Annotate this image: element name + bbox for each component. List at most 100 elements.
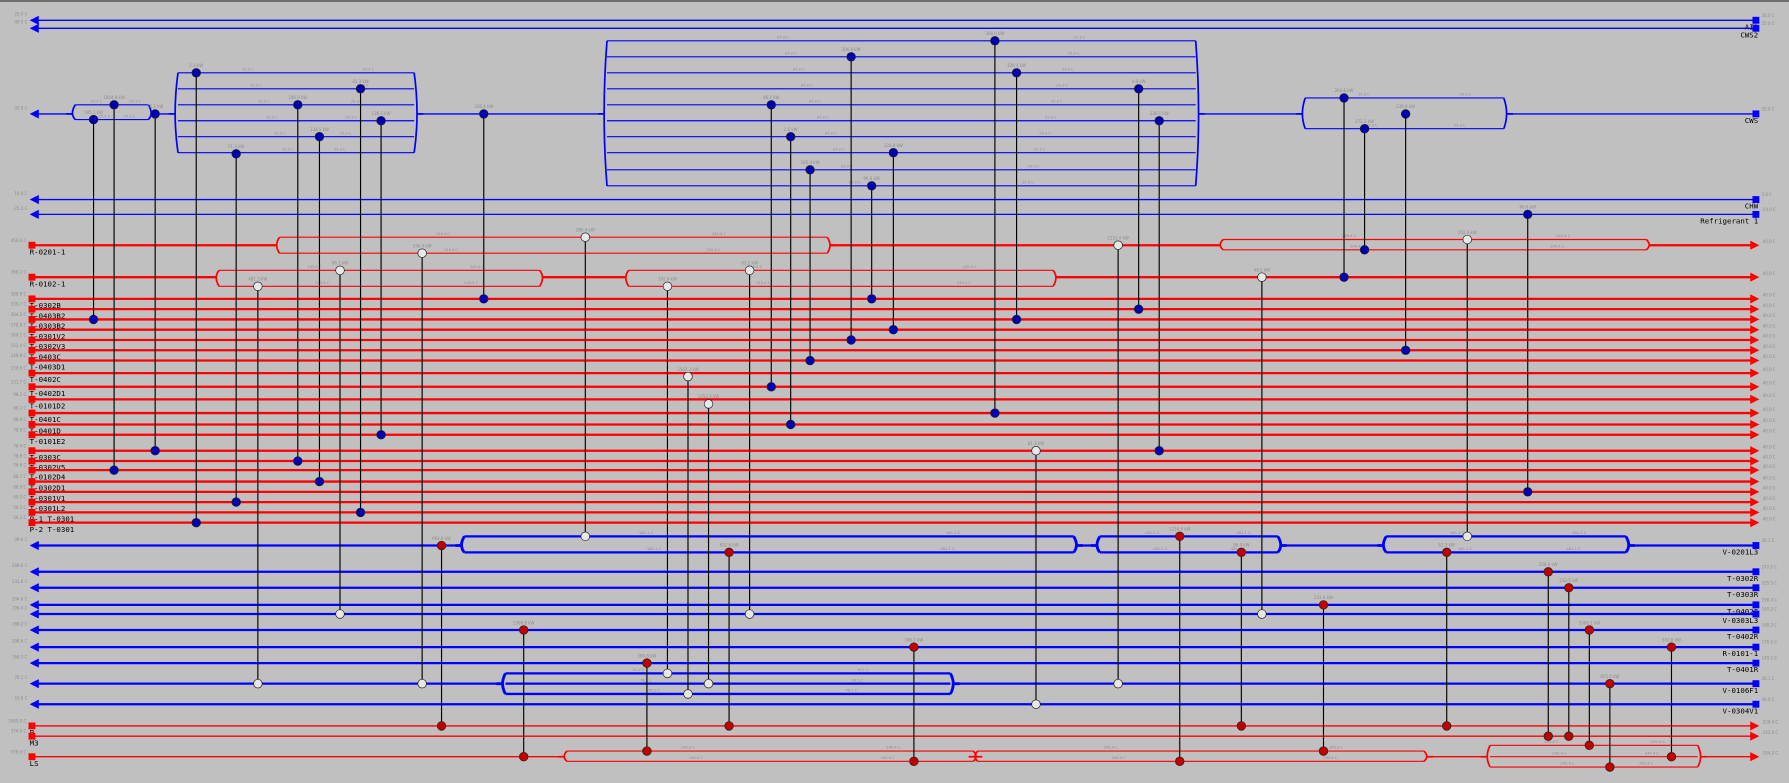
cooler-exchanger-node[interactable] (1523, 487, 1533, 497)
cooler-exchanger-node[interactable] (1523, 209, 1533, 220)
stream-start-square[interactable] (28, 305, 36, 313)
process-exchanger-node[interactable] (1462, 531, 1472, 542)
cooler-exchanger-node[interactable] (479, 294, 489, 304)
stream-start-square[interactable] (28, 478, 36, 485)
heater-exchanger-node[interactable] (642, 746, 652, 756)
cooler-exchanger-node[interactable] (1154, 446, 1164, 456)
process-exchanger-node[interactable] (662, 281, 673, 291)
stream-start-square[interactable] (28, 273, 36, 281)
heater-exchanger-node[interactable] (1564, 731, 1574, 741)
heater-exchanger-node[interactable] (1236, 547, 1247, 558)
process-exchanger-node[interactable] (1031, 699, 1041, 709)
stream-end-square[interactable] (1752, 700, 1760, 708)
stream-start-square[interactable] (28, 722, 36, 730)
stream-start-square[interactable] (28, 241, 36, 249)
process-exchanger-node[interactable] (253, 281, 263, 291)
cooler-exchanger-node[interactable] (109, 465, 119, 475)
process-exchanger-node[interactable] (580, 232, 590, 242)
stream-start-square[interactable] (28, 357, 36, 364)
cooler-exchanger-node[interactable] (1133, 84, 1144, 94)
cooler-exchanger-node[interactable] (867, 294, 877, 304)
cooler-exchanger-node[interactable] (1400, 109, 1411, 119)
stream-start-square[interactable] (28, 508, 36, 516)
heater-exchanger-node[interactable] (724, 547, 734, 558)
cooler-exchanger-node[interactable] (990, 36, 1000, 46)
cooler-exchanger-node[interactable] (888, 148, 899, 158)
cooler-exchanger-node[interactable] (846, 335, 856, 345)
stream-start-square[interactable] (28, 315, 36, 323)
process-exchanger-node[interactable] (1257, 609, 1267, 619)
heater-exchanger-node[interactable] (1442, 721, 1452, 731)
heater-exchanger-node[interactable] (724, 721, 734, 731)
process-exchanger-node[interactable] (417, 248, 427, 258)
stream-start-square[interactable] (28, 431, 36, 439)
cooler-exchanger-node[interactable] (785, 419, 796, 430)
stream-end-square[interactable] (1752, 643, 1760, 651)
cooler-exchanger-node[interactable] (191, 68, 201, 78)
cooler-exchanger-node[interactable] (191, 517, 201, 528)
cooler-exchanger-node[interactable] (785, 132, 796, 142)
heater-exchanger-node[interactable] (1666, 752, 1677, 762)
process-exchanger-node[interactable] (744, 609, 755, 619)
stream-end-square[interactable] (1752, 601, 1760, 609)
process-exchanger-node[interactable] (580, 531, 590, 542)
stream-end-square[interactable] (1752, 16, 1760, 24)
cooler-exchanger-node[interactable] (867, 181, 877, 191)
cooler-exchanger-node[interactable] (376, 116, 386, 126)
stream-start-square[interactable] (28, 466, 36, 474)
cooler-exchanger-node[interactable] (150, 109, 160, 119)
heater-exchanger-node[interactable] (436, 540, 447, 551)
cooler-exchanger-node[interactable] (231, 497, 241, 507)
stream-start-square[interactable] (28, 295, 36, 303)
stream-end-square[interactable] (1752, 659, 1760, 667)
process-exchanger-node[interactable] (1113, 240, 1123, 250)
cooler-exchanger-node[interactable] (231, 149, 241, 159)
stream-end-square[interactable] (1752, 196, 1760, 203)
heater-exchanger-node[interactable] (1175, 531, 1185, 542)
cooler-exchanger-node[interactable] (293, 456, 303, 466)
cooler-exchanger-node[interactable] (314, 132, 325, 142)
stream-end-square[interactable] (1752, 584, 1760, 592)
heater-exchanger-node[interactable] (909, 756, 919, 766)
stream-end-square[interactable] (1752, 110, 1760, 118)
stream-start-square[interactable] (28, 369, 36, 377)
stream-end-square[interactable] (1752, 626, 1760, 634)
cooler-exchanger-node[interactable] (88, 314, 99, 325)
cooler-exchanger-node[interactable] (293, 100, 303, 110)
heater-exchanger-node[interactable] (519, 752, 529, 762)
process-exchanger-node[interactable] (683, 371, 693, 382)
cooler-exchanger-node[interactable] (805, 355, 815, 366)
heater-exchanger-node[interactable] (1584, 740, 1595, 751)
process-exchanger-node[interactable] (1257, 272, 1267, 282)
process-exchanger-node[interactable] (253, 678, 263, 689)
cooler-exchanger-node[interactable] (479, 109, 489, 119)
stream-start-square[interactable] (28, 383, 36, 391)
process-exchanger-node[interactable] (1462, 234, 1472, 245)
cooler-exchanger-node[interactable] (846, 52, 856, 62)
cooler-exchanger-node[interactable] (355, 84, 366, 94)
cooler-exchanger-node[interactable] (88, 114, 99, 125)
stream-end-square[interactable] (1752, 680, 1760, 688)
cooler-exchanger-node[interactable] (314, 476, 325, 487)
cooler-exchanger-node[interactable] (355, 507, 366, 518)
stream-start-square[interactable] (28, 447, 36, 455)
heater-exchanger-node[interactable] (1564, 583, 1574, 593)
stream-start-square[interactable] (28, 409, 36, 417)
process-exchanger-node[interactable] (1113, 678, 1123, 689)
heater-exchanger-node[interactable] (1318, 746, 1329, 756)
process-exchanger-node[interactable] (744, 265, 755, 276)
process-exchanger-node[interactable] (335, 265, 345, 276)
stream-start-square[interactable] (28, 346, 36, 354)
cooler-exchanger-node[interactable] (1359, 245, 1370, 255)
stream-start-square[interactable] (28, 336, 36, 344)
heater-exchanger-node[interactable] (1543, 731, 1553, 741)
process-exchanger-node[interactable] (1031, 446, 1041, 456)
cooler-exchanger-node[interactable] (1339, 93, 1349, 103)
heater-exchanger-node[interactable] (519, 625, 529, 635)
heater-exchanger-node[interactable] (1543, 567, 1553, 577)
cooler-exchanger-node[interactable] (1400, 345, 1411, 355)
process-exchanger-node[interactable] (662, 668, 673, 679)
cooler-exchanger-node[interactable] (888, 325, 899, 335)
stream-start-square[interactable] (28, 498, 36, 506)
cooler-exchanger-node[interactable] (1359, 124, 1370, 134)
